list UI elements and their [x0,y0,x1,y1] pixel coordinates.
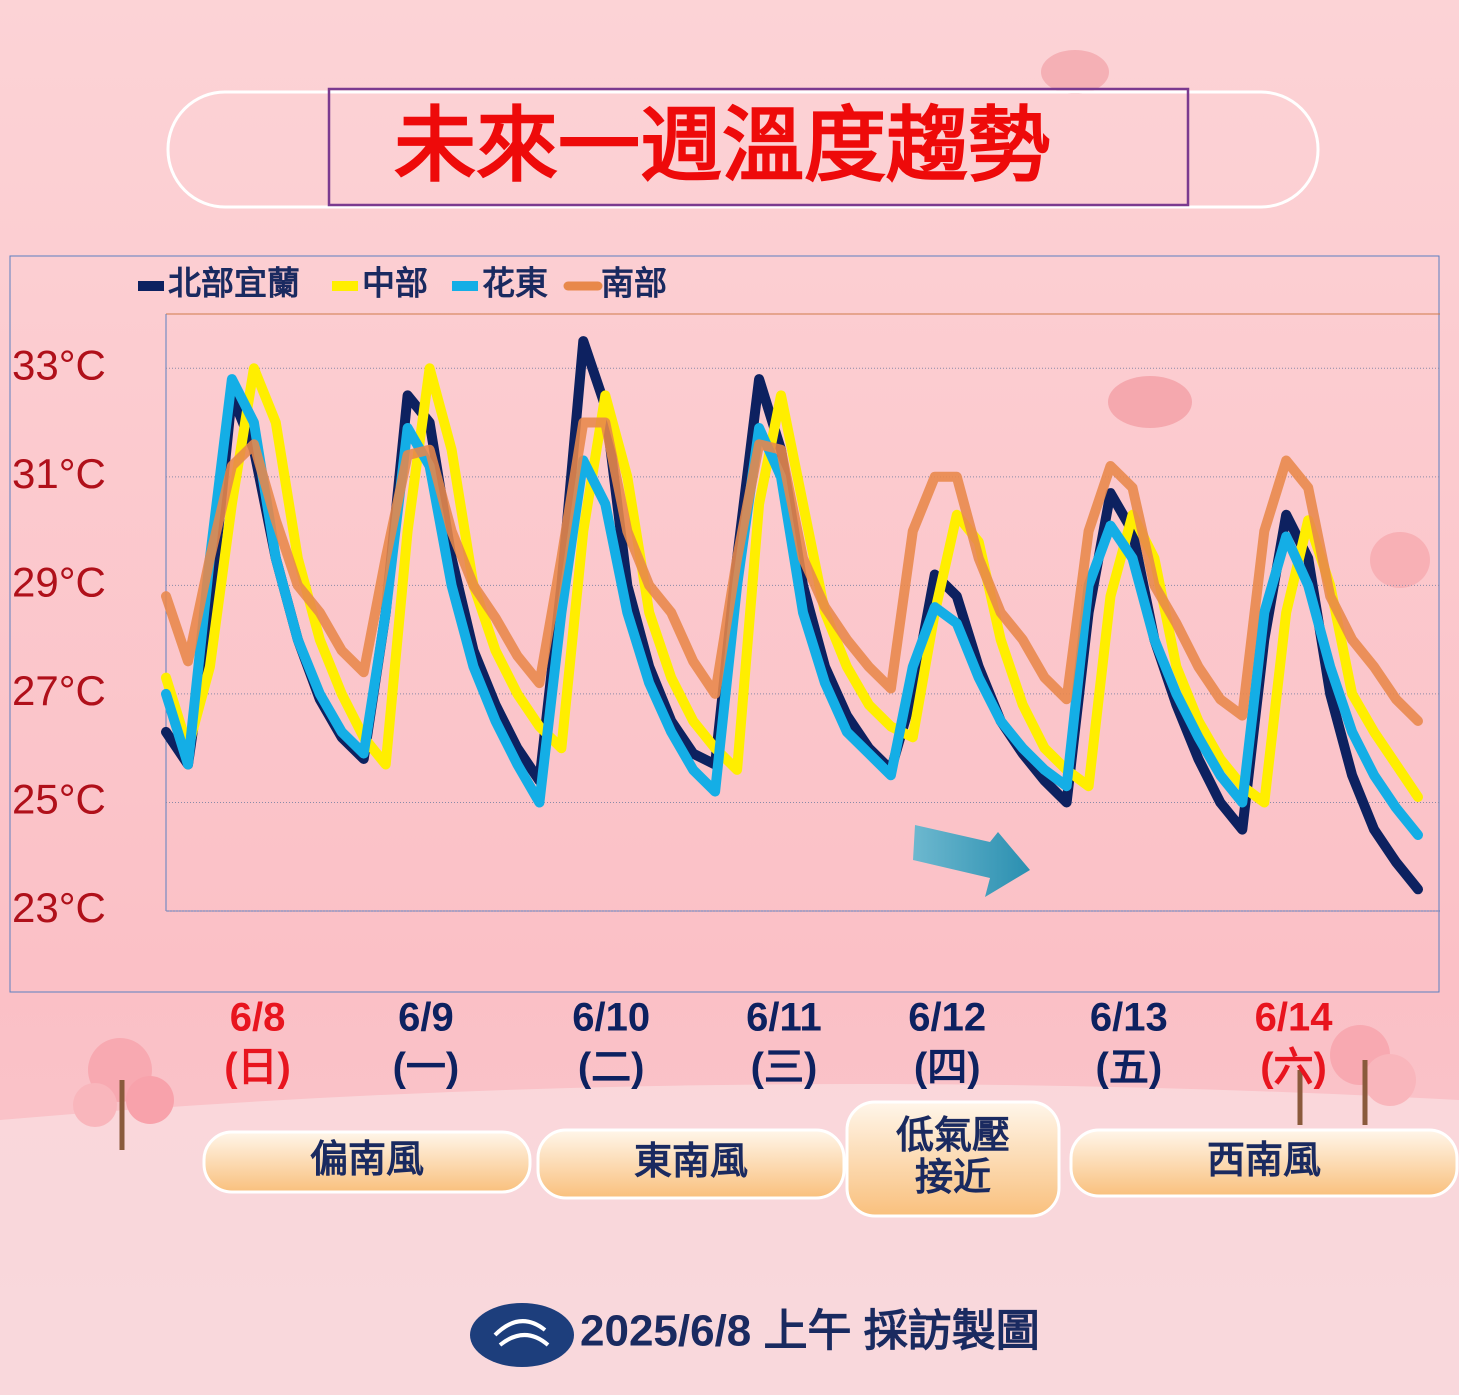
wind-band [202,1130,532,1194]
title-box [327,87,1190,207]
legend-marker [452,281,478,291]
wind-band-label: 接近 [915,1157,991,1199]
x-tick-label: 6/14 [1255,996,1334,1040]
x-tick-label: 6/8 [230,996,286,1040]
wind-band [536,1128,846,1200]
y-tick-label: 31°C [12,450,106,497]
x-tick-label: 6/9 [398,996,454,1040]
x-tick-weekday: (一) [393,1046,460,1090]
x-tick-weekday: (五) [1096,1046,1163,1090]
wind-band-label: 偏南風 [310,1139,424,1181]
series-line [161,417,1423,726]
x-tick-label: 6/11 [746,996,822,1040]
wind-band-label: 東南風 [634,1141,748,1183]
plot: 23°C 25°C 27°C 29°C 31°C 33°C 6/8 (日) 6/9 (一) 6/10… [12,265,1440,1090]
legend-marker [332,281,358,291]
wind-band-label: 低氣壓 [896,1115,1010,1157]
series-line [161,374,1423,840]
chart-frame [9,255,1440,993]
x-tick-weekday: (三) [751,1046,818,1090]
legend-label: 中部 [362,265,428,302]
x-tick-weekday: (六) [1260,1046,1327,1090]
y-tick-label: 25°C [12,776,106,823]
legend-marker [138,281,164,291]
legend-label: 花東 [482,265,548,302]
chart-title: 未來一週溫度趨勢 [394,101,1050,192]
wind-band-label: 西南風 [1207,1140,1321,1182]
decoration [73,50,1430,1150]
y-tick-label: 33°C [12,341,106,388]
legend-label: 北部宜蘭 [168,265,300,302]
trend-arrow [913,825,1030,897]
legend-label: 南部 [601,265,667,302]
wind-band [845,1100,1061,1218]
y-tick-label: 23°C [12,884,106,931]
wind-band [1069,1128,1459,1198]
x-tick-weekday: (二) [578,1046,645,1090]
footer: 2025/6/8 上午 採訪製圖 [580,1307,1040,1356]
x-tick-weekday: (四) [914,1046,981,1090]
y-tick-label: 27°C [12,667,106,714]
title-capsule [166,90,1320,209]
series-line [161,363,1423,808]
y-tick-label: 29°C [12,558,106,605]
x-tick-label: 6/13 [1090,996,1168,1040]
x-tick-label: 6/10 [572,996,650,1040]
x-tick-weekday: (日) [224,1046,291,1090]
x-tick-label: 6/12 [908,996,986,1040]
logo-mark [493,1319,550,1347]
